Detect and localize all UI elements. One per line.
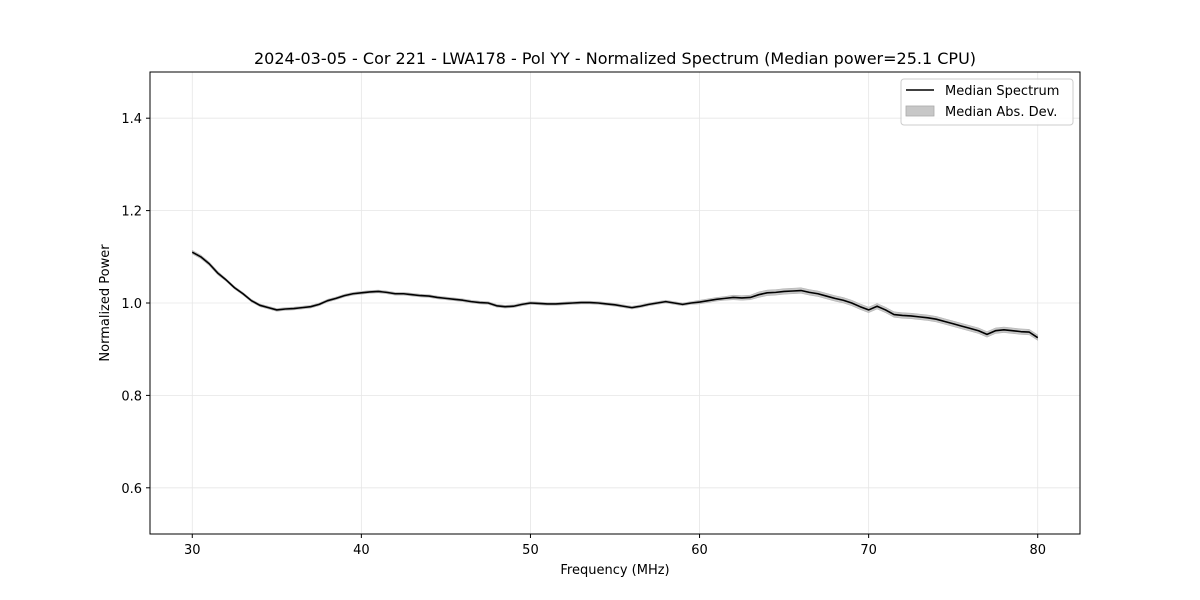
x-tick-label: 40 <box>353 543 370 558</box>
legend-box <box>900 78 1074 126</box>
x-axis-label: Frequency (MHz) <box>560 563 669 578</box>
legend-patch-swatch <box>905 105 935 117</box>
x-tick-label: 60 <box>691 543 708 558</box>
y-axis-label: Normalized Power <box>98 244 113 362</box>
y-tick-label: 1.4 <box>121 112 142 127</box>
x-axis-ticks: 30 40 50 60 70 80 <box>184 534 1046 558</box>
x-tick-label: 30 <box>184 543 201 558</box>
x-tick-label: 80 <box>1029 543 1046 558</box>
y-tick-label: 1.0 <box>121 297 142 312</box>
mad-band <box>192 249 1038 341</box>
y-axis-ticks: 0.6 0.8 1.0 1.2 1.4 <box>121 112 150 497</box>
plot-frame <box>149 71 1081 535</box>
y-tick-label: 0.6 <box>121 482 142 497</box>
legend-label-mad: Median Abs. Dev. <box>945 105 1057 120</box>
x-tick-label: 50 <box>522 543 539 558</box>
mad-band-group <box>192 249 1038 341</box>
chart-title: 2024-03-05 - Cor 221 - LWA178 - Pol YY -… <box>254 49 976 68</box>
x-tick-label: 70 <box>860 543 877 558</box>
y-tick-label: 1.2 <box>121 205 142 220</box>
legend: Median Spectrum Median Abs. Dev. <box>900 78 1074 126</box>
legend-label-median-spectrum: Median Spectrum <box>945 84 1059 99</box>
spectrum-line-group <box>191 251 1039 339</box>
y-tick-label: 0.8 <box>121 389 142 404</box>
median-spectrum-line <box>191 251 1039 339</box>
